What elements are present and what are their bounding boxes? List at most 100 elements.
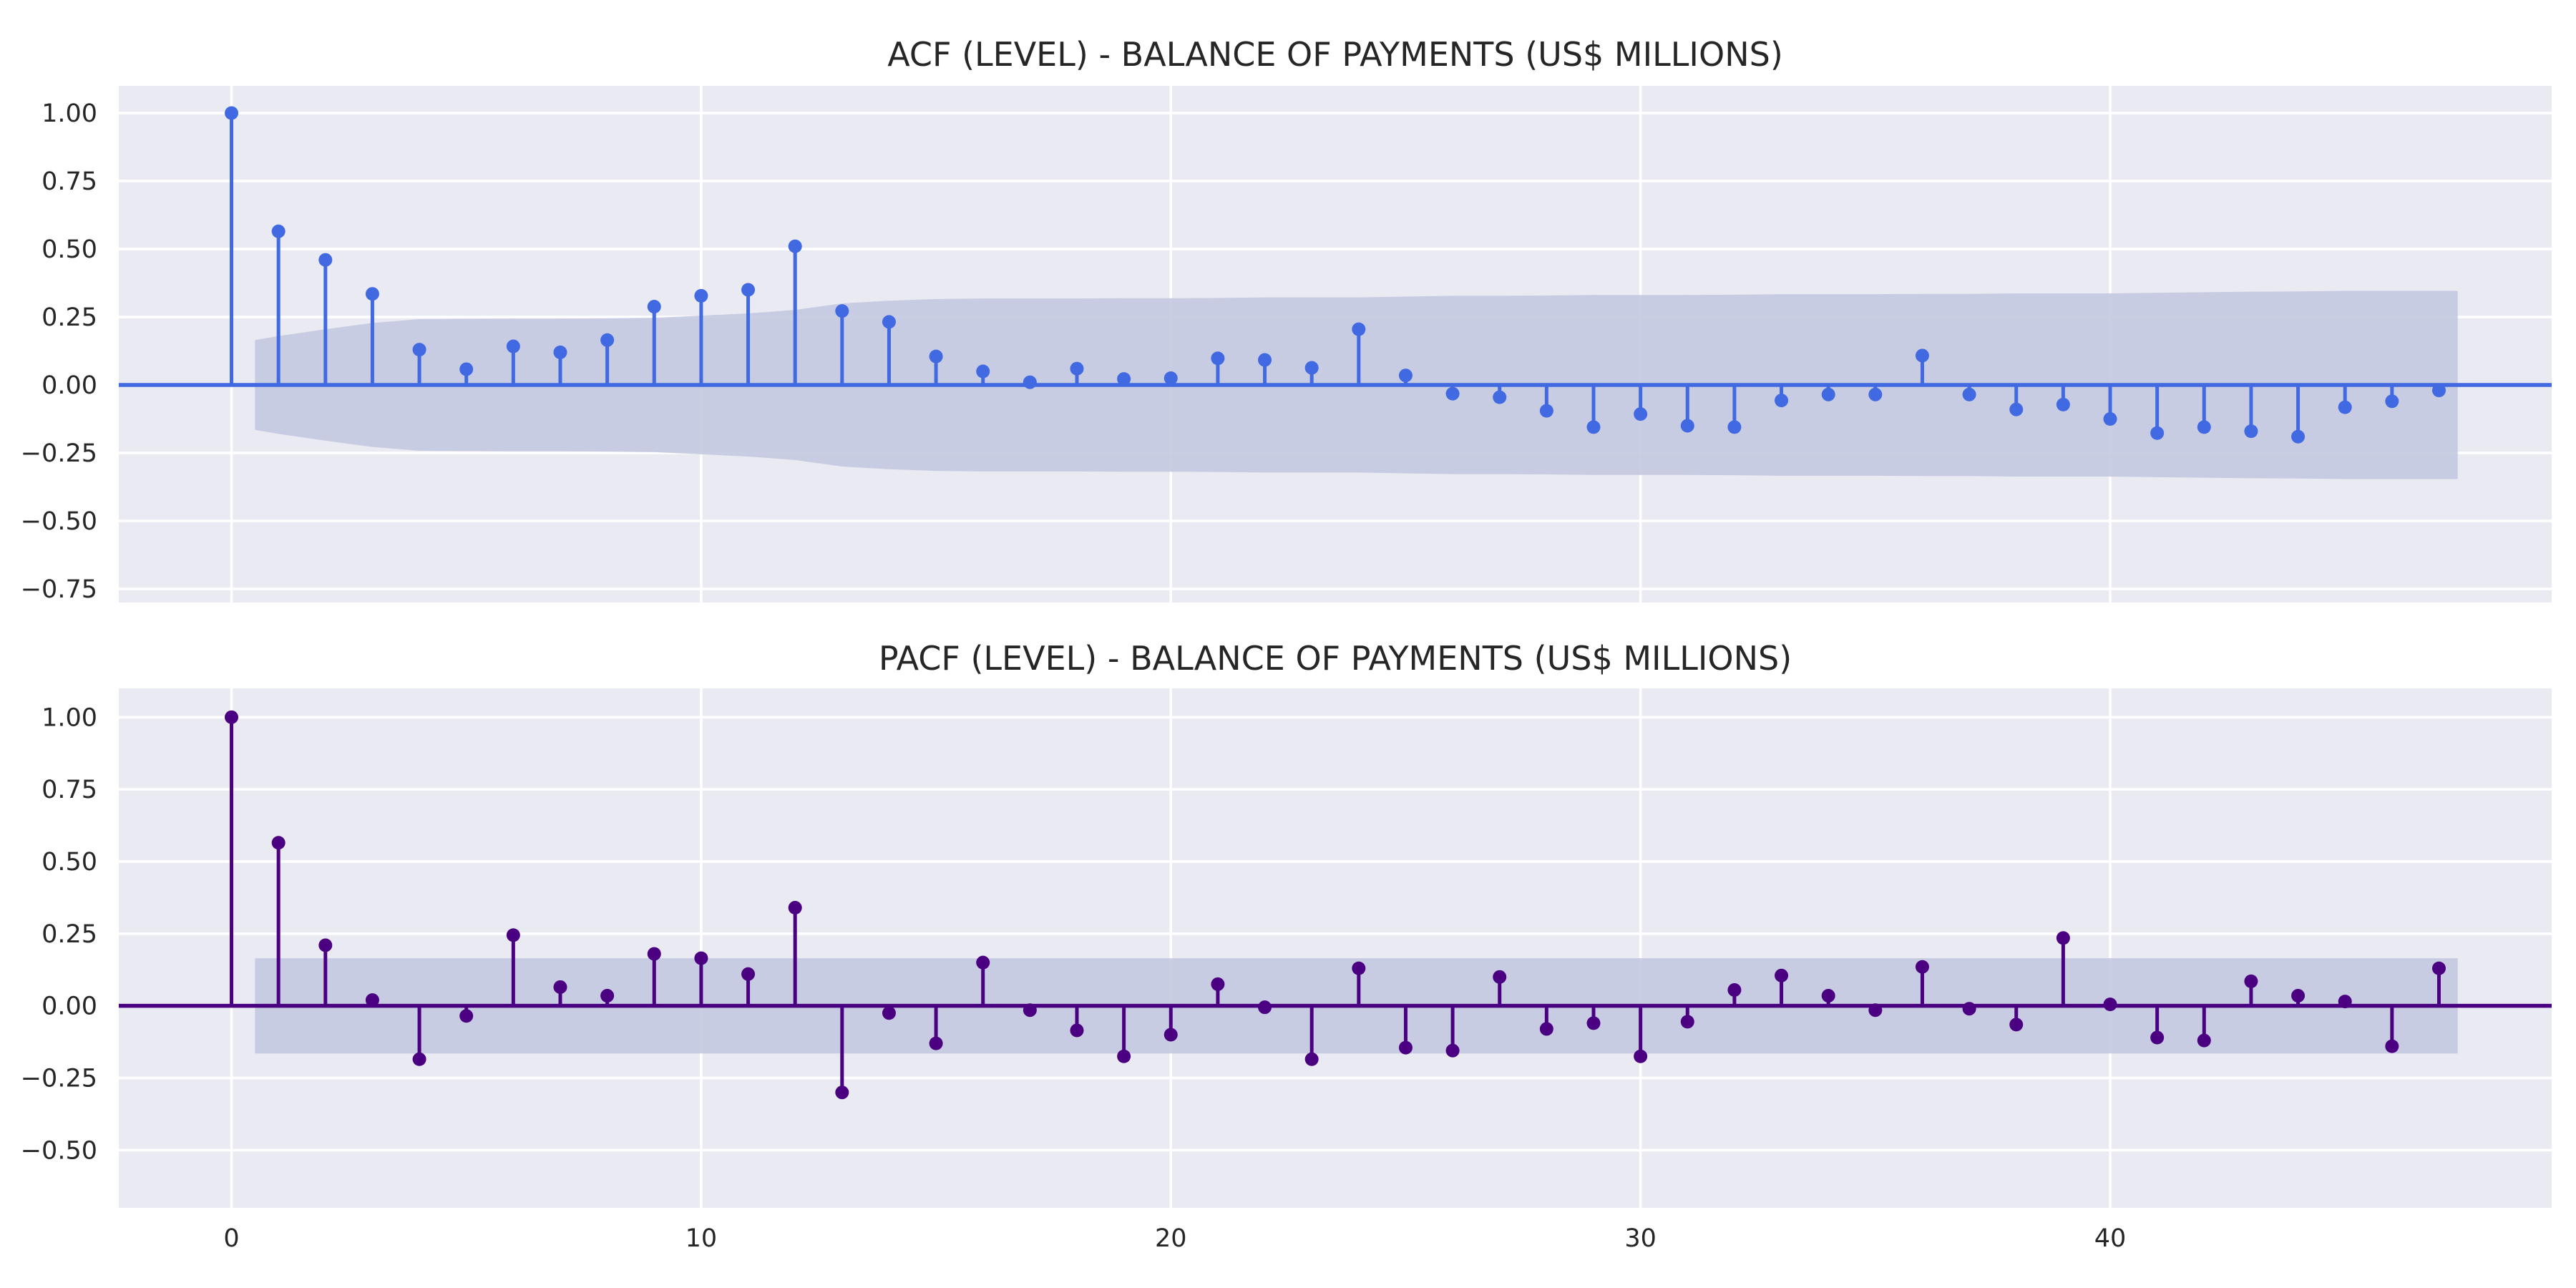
stem-marker — [1962, 1002, 1976, 1016]
y-tick-label: −0.50 — [21, 507, 97, 536]
stem-marker — [976, 364, 990, 379]
stem-marker — [1821, 989, 1835, 1003]
stem-marker — [788, 239, 802, 253]
stem-marker — [1493, 390, 1507, 404]
stem-marker — [2197, 1033, 2211, 1048]
stem-marker — [1727, 420, 1742, 434]
stem-marker — [1163, 1028, 1178, 1042]
stem-marker — [1915, 960, 1929, 974]
stem-marker — [1070, 1023, 1084, 1038]
stem-marker — [225, 710, 239, 724]
stem-marker — [1445, 1043, 1460, 1058]
stem-marker — [1868, 1003, 1883, 1018]
x-tick-label: 40 — [2094, 1224, 2127, 1253]
stem-marker — [1634, 407, 1648, 421]
stem-marker — [1117, 1049, 1131, 1063]
x-tick-label: 0 — [223, 1224, 239, 1253]
stem-marker — [459, 362, 474, 376]
stem-marker — [553, 980, 567, 994]
stem-marker — [1258, 353, 1272, 367]
stem-marker — [2338, 400, 2352, 414]
stem-marker — [1163, 371, 1178, 385]
acf-panel: −0.75 −0.50 −0.25 0.00 0.25 0.50 0.75 1.00 ACF (… — [21, 35, 2552, 604]
y-tick-label: 0.25 — [42, 303, 97, 332]
x-tick-label: 20 — [1155, 1224, 1187, 1253]
stem-marker — [929, 349, 943, 364]
stem-marker — [835, 304, 849, 318]
stem-marker — [2197, 420, 2211, 434]
stem-marker — [1304, 361, 1319, 375]
stem-marker — [365, 993, 379, 1008]
stem-marker — [2338, 995, 2352, 1009]
stem-marker — [1962, 387, 1976, 401]
stem-marker — [788, 901, 802, 915]
pacf-panel: −0.50 −0.25 0.00 0.25 0.50 0.75 1.00 0 10 20 30 40 P… — [21, 639, 2552, 1253]
stem-marker — [1211, 977, 1225, 991]
y-tick-label: 0.75 — [42, 776, 97, 804]
stem-marker — [2150, 426, 2165, 440]
stem-marker — [1586, 1016, 1601, 1030]
stem-marker — [412, 343, 426, 357]
y-tick-label: −0.50 — [21, 1136, 97, 1165]
stem-marker — [2431, 384, 2446, 398]
stem-marker — [318, 253, 333, 267]
y-tick-label: 0.50 — [42, 235, 97, 264]
stem-marker — [2431, 961, 2446, 975]
x-tick-label: 10 — [686, 1224, 718, 1253]
chart-title: PACF (LEVEL) - BALANCE OF PAYMENTS (US$ … — [879, 639, 1792, 678]
stem-marker — [1680, 1015, 1694, 1029]
stem-marker — [1117, 372, 1131, 386]
stem-marker — [1775, 968, 1789, 982]
stem-marker — [1023, 375, 1037, 389]
stem-marker — [1304, 1052, 1319, 1066]
stem-marker — [2244, 424, 2258, 439]
x-tick-label: 30 — [1624, 1224, 1657, 1253]
stem-marker — [929, 1036, 943, 1050]
y-tick-label: −0.75 — [21, 575, 97, 604]
stem-marker — [1258, 1000, 1272, 1015]
stem-marker — [2103, 412, 2117, 426]
stem-marker — [506, 339, 520, 353]
stem-marker — [271, 836, 286, 850]
y-tick-label: 0.50 — [42, 848, 97, 877]
stem-marker — [506, 928, 520, 942]
stem-marker — [1586, 420, 1601, 434]
stem-marker — [882, 1006, 896, 1020]
stem-marker — [2385, 394, 2399, 409]
stem-marker — [1398, 369, 1413, 383]
stem-marker — [647, 947, 661, 961]
stem-marker — [2009, 1018, 2024, 1032]
stem-marker — [1915, 348, 1929, 363]
y-tick-label: 0.25 — [42, 920, 97, 949]
stem-marker — [1070, 361, 1084, 376]
stem-marker — [1539, 404, 1553, 418]
stem-marker — [2291, 989, 2306, 1003]
stem-marker — [694, 288, 708, 303]
stem-marker — [2244, 974, 2258, 988]
y-tick-label: 0.00 — [42, 992, 97, 1021]
y-tick-label: 0.00 — [42, 371, 97, 400]
y-tick-label: 1.00 — [42, 99, 97, 128]
plot-area — [119, 688, 2552, 1208]
stem-marker — [835, 1085, 849, 1100]
chart-title: ACF (LEVEL) - BALANCE OF PAYMENTS (US$ M… — [887, 35, 1783, 74]
stem-marker — [2150, 1030, 2165, 1045]
stem-marker — [365, 287, 379, 301]
stem-marker — [271, 224, 286, 238]
stem-marker — [600, 333, 615, 347]
stem-marker — [1352, 961, 1366, 975]
stem-marker — [2056, 397, 2070, 411]
stem-marker — [225, 106, 239, 120]
stem-marker — [1211, 351, 1225, 366]
stem-marker — [694, 951, 708, 965]
stem-marker — [1539, 1022, 1553, 1036]
y-tick-label: 0.75 — [42, 167, 97, 196]
stem-marker — [2103, 997, 2117, 1012]
y-tick-label: −0.25 — [21, 1065, 97, 1093]
stem-marker — [882, 315, 896, 329]
stem-marker — [741, 967, 756, 981]
stem-marker — [2291, 429, 2306, 444]
stem-marker — [1775, 394, 1789, 408]
y-tick-label: −0.25 — [21, 439, 97, 468]
